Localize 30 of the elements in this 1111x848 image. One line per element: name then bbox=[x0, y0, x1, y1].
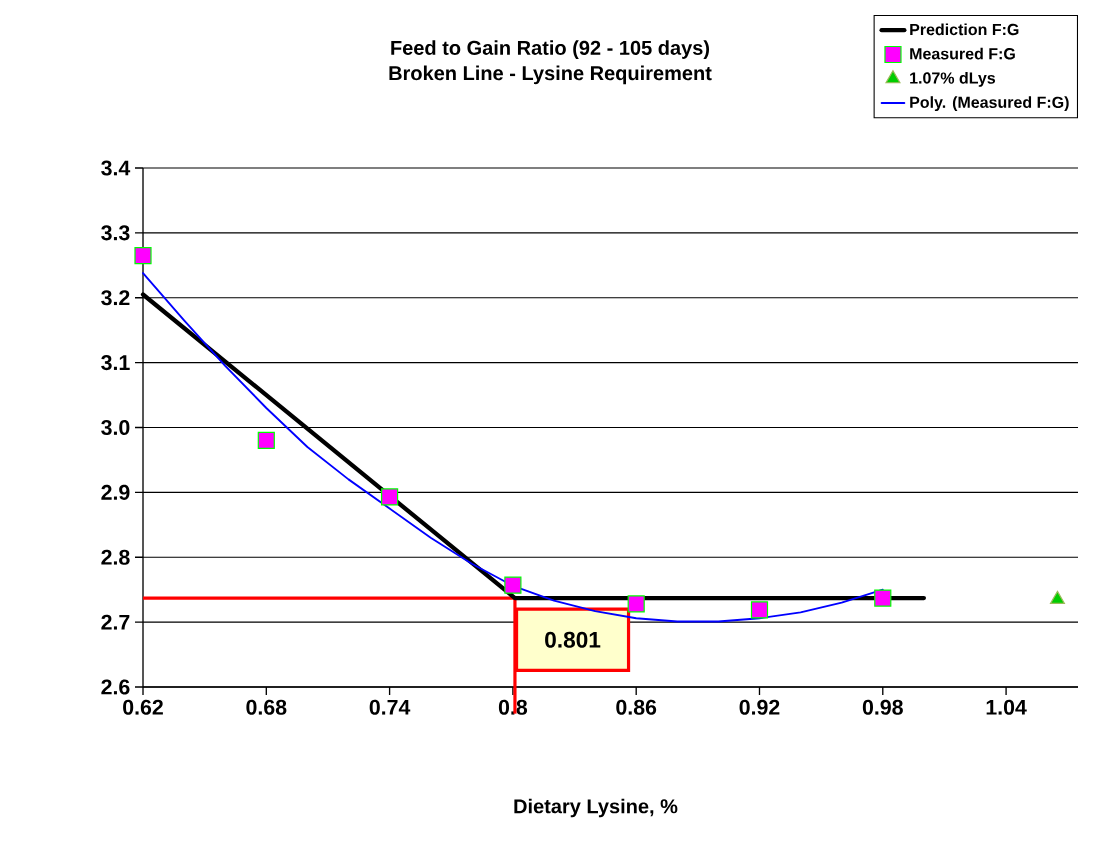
point bbox=[257, 431, 275, 450]
y-tick-label: 2.9 bbox=[101, 484, 130, 500]
x-tick-label: 0.62 bbox=[123, 699, 163, 715]
legend-label: Measured F:G bbox=[910, 47, 1015, 60]
y-tick-label: 3.3 bbox=[101, 225, 130, 241]
x-tick-label: 1.04 bbox=[986, 699, 1027, 715]
x-tick-label: 0.68 bbox=[246, 699, 287, 715]
y-tick-label: 3.1 bbox=[101, 355, 130, 371]
x-tick-label: 0.98 bbox=[862, 699, 903, 715]
y-tick-label: 3.0 bbox=[101, 419, 130, 436]
x-tick-label: 0.92 bbox=[739, 699, 780, 715]
point bbox=[134, 246, 152, 265]
point bbox=[874, 589, 892, 607]
legend-label: 1.07% dLys bbox=[910, 71, 996, 87]
y-tick-label: 2.7 bbox=[101, 614, 130, 630]
ref-line-label: 0.801 bbox=[545, 631, 601, 648]
point bbox=[381, 488, 399, 506]
y-tick-label: 3.2 bbox=[101, 290, 130, 306]
y-tick-label: 2.8 bbox=[101, 549, 130, 565]
x-tick-label: 0.74 bbox=[369, 699, 411, 715]
x-axis-title: Dietary Lysine, % bbox=[514, 798, 678, 818]
point bbox=[504, 576, 522, 594]
chart-title: Feed to Gain Ratio (92 - 105 days) Broken Line - Lysine Requirement bbox=[389, 40, 712, 85]
legend-label: Poly. (Measured F:G) bbox=[910, 96, 1069, 112]
x-tick-label: 0.86 bbox=[616, 699, 657, 715]
legend-label: Prediction F:G bbox=[910, 23, 1019, 36]
y-tick-label: 3.4 bbox=[101, 160, 131, 176]
y-tick-label: 2.6 bbox=[101, 679, 130, 695]
point bbox=[750, 601, 769, 619]
point bbox=[627, 595, 645, 613]
